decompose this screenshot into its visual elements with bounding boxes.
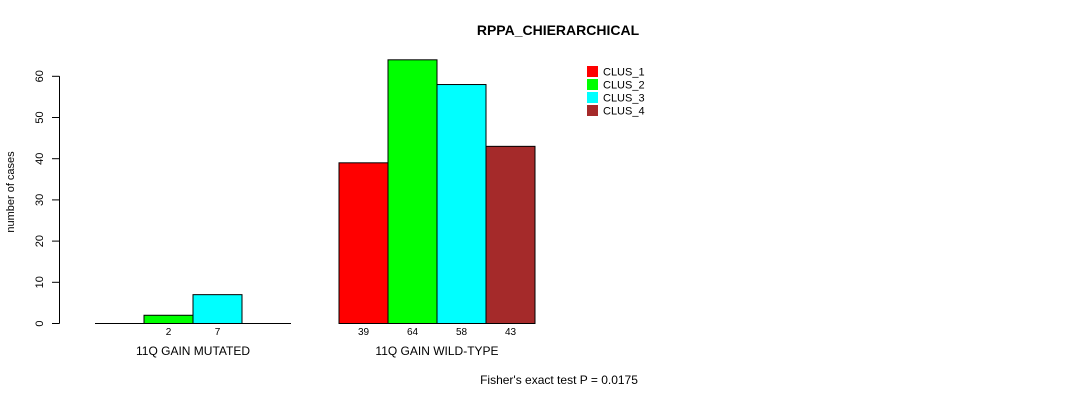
- legend-label: CLUS_2: [603, 80, 645, 92]
- legend-item: CLUS_1: [587, 66, 645, 79]
- bar-count-label: 7: [215, 327, 221, 338]
- y-tick-label: 0: [34, 320, 46, 326]
- y-tick-label: 40: [34, 153, 46, 165]
- bar-count-label: 2: [166, 327, 172, 338]
- bar: [143, 314, 194, 325]
- bar-count-label: 64: [407, 327, 419, 338]
- legend-swatch: [587, 66, 598, 77]
- bar: [485, 145, 536, 324]
- y-tick-label: 60: [34, 70, 46, 82]
- bar: [192, 294, 243, 325]
- y-axis-label: number of cases: [5, 151, 17, 233]
- y-tick-label: 30: [34, 194, 46, 206]
- bar-count-label: 43: [505, 327, 517, 338]
- y-tick-label: 20: [34, 235, 46, 247]
- legend-swatch: [587, 92, 598, 103]
- chart-title: RPPA_CHIERARCHICAL: [477, 22, 640, 38]
- bar-count-label: 58: [456, 327, 468, 338]
- bar-group: 39 64 58 43 11Q GAIN WILD-TYPE: [338, 59, 536, 358]
- legend-item: CLUS_4: [587, 105, 645, 118]
- bar-groups: 2 7 11Q GAIN MUTATED 39 64 58 43 11Q GAIN WILD-…: [95, 59, 536, 358]
- legend-label: CLUS_4: [603, 106, 645, 118]
- bar: [436, 84, 487, 325]
- legend-swatch: [587, 105, 598, 116]
- bar: [387, 59, 438, 324]
- bar-group: 2 7 11Q GAIN MUTATED: [95, 294, 291, 358]
- legend-swatch: [587, 79, 598, 90]
- y-tick-label: 50: [34, 111, 46, 123]
- legend-item: CLUS_2: [587, 79, 645, 92]
- legend-label: CLUS_3: [603, 93, 645, 105]
- bar: [338, 162, 389, 324]
- bar-count-label: 39: [358, 327, 370, 338]
- y-tick-label: 10: [34, 276, 46, 288]
- fisher-test-annotation: Fisher's exact test P = 0.0175: [480, 373, 638, 387]
- group-label: 11Q GAIN MUTATED: [136, 344, 250, 358]
- group-label: 11Q GAIN WILD-TYPE: [375, 344, 498, 358]
- legend-item: CLUS_3: [587, 92, 645, 105]
- y-axis: 0 10 20 30 40 50 60: [34, 70, 60, 327]
- legend-label: CLUS_1: [603, 67, 645, 79]
